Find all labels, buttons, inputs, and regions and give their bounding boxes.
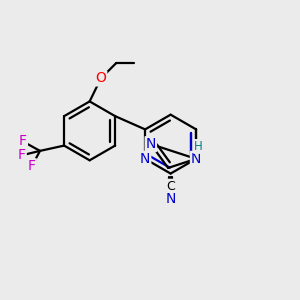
Text: N: N [165, 192, 176, 206]
Text: N: N [146, 137, 156, 151]
Text: N: N [140, 152, 150, 166]
Text: F: F [18, 148, 26, 162]
Text: H: H [194, 140, 203, 153]
Text: F: F [28, 159, 36, 173]
Text: F: F [19, 134, 27, 148]
Text: O: O [95, 71, 106, 85]
Text: N: N [191, 152, 201, 166]
Text: C: C [166, 180, 175, 193]
